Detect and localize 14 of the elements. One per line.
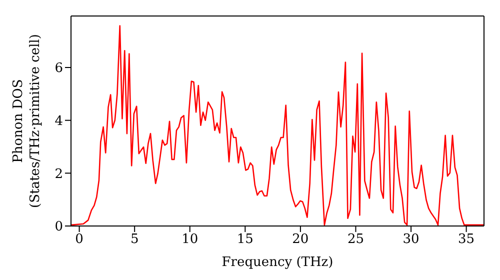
- x-tick-label: 20: [292, 232, 309, 248]
- x-tick-label: 30: [402, 232, 420, 248]
- y-axis-title: Phonon DOS (States/THz·primitive cell): [11, 34, 43, 208]
- x-tick-label: 35: [458, 232, 475, 248]
- y-tick-label: 4: [54, 114, 63, 129]
- x-tick-label: 15: [236, 232, 254, 248]
- x-tick-label: 10: [182, 232, 198, 248]
- x-tick-label: 5: [130, 232, 139, 248]
- x-tick-label: 0: [75, 232, 84, 248]
- y-tick-label: 0: [54, 220, 63, 235]
- y-tick-label: 2: [54, 166, 63, 182]
- x-tick-label: 25: [347, 232, 364, 248]
- y-tick-label: 6: [54, 61, 63, 76]
- x-axis-title: Frequency (THz): [222, 255, 334, 270]
